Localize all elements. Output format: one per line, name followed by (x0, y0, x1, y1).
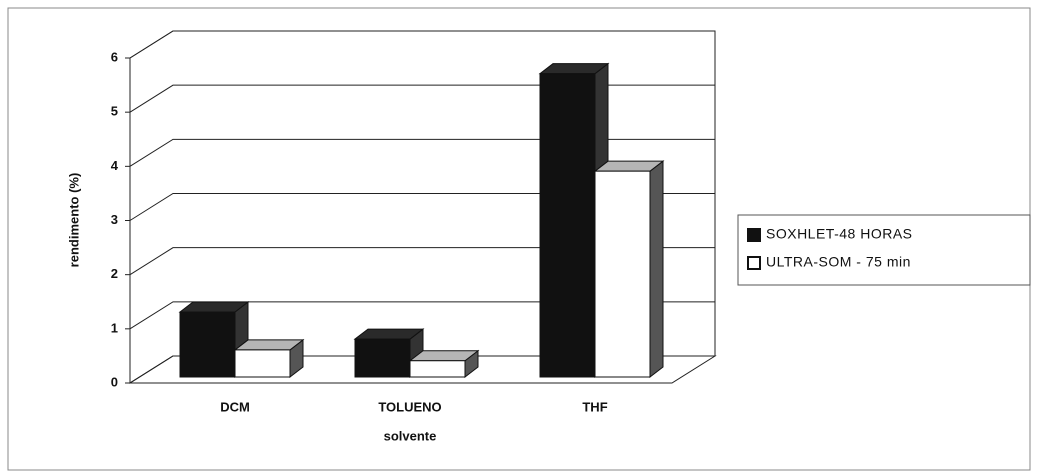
y-tick-label: 3 (111, 212, 118, 227)
grid-line (129, 84, 715, 113)
bar (408, 349, 480, 379)
legend-label: SOXHLET-48 HORAS (766, 226, 913, 242)
x-axis-label: solvente (384, 428, 437, 443)
bar-front (539, 73, 596, 378)
y-tick-label: 4 (111, 158, 119, 173)
grid-line (129, 138, 715, 167)
legend-box (737, 214, 1031, 286)
bar-front (234, 349, 291, 378)
grid-line (129, 193, 715, 221)
bar (593, 160, 665, 379)
y-tick-label: 1 (111, 320, 118, 335)
grid-line (129, 301, 715, 330)
y-tick-label: 6 (111, 49, 118, 64)
y-tick-label: 2 (111, 266, 118, 281)
legend-swatch (747, 228, 761, 242)
y-tick-label: 0 (111, 374, 118, 389)
grid-line (129, 355, 715, 384)
x-tick-label: THF (582, 399, 607, 414)
bar-front (354, 338, 411, 378)
bar-front (409, 360, 466, 378)
grid-line (129, 247, 715, 276)
bar-side (649, 160, 664, 379)
x-tick-label: DCM (220, 399, 250, 414)
y-tick-label: 5 (111, 104, 118, 119)
legend-swatch (747, 256, 761, 270)
bar-front (594, 170, 651, 378)
x-tick-label: TOLUENO (378, 399, 441, 414)
bar-front (179, 311, 236, 378)
legend-label: ULTRA-SOM - 75 min (766, 254, 911, 270)
grid-line (129, 30, 715, 59)
bar (233, 338, 305, 379)
y-axis-label: rendimento (%) (66, 173, 81, 268)
